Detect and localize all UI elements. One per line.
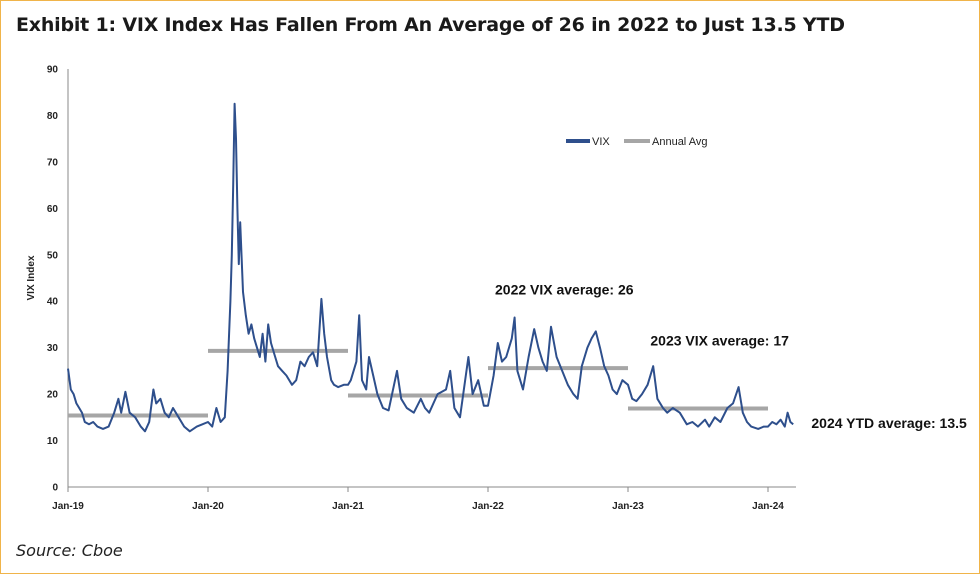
y-ticks: 0 10 20 30 40 50 60 70 80 90 [47, 65, 59, 494]
annotation-label: 2022 VIX average: 26 [495, 281, 634, 297]
y-tick-label: 80 [47, 111, 59, 122]
x-tick-label: Jan-24 [752, 501, 784, 512]
vix-series-line [67, 102, 794, 433]
x-tick-label: Jan-19 [52, 501, 84, 512]
y-tick-label: 40 [47, 297, 59, 308]
legend-vix-label: VIX [592, 136, 610, 148]
x-tick-label: Jan-23 [612, 501, 644, 512]
legend-avg-label: Annual Avg [652, 136, 707, 148]
y-axis-label: VIX Index [26, 255, 37, 300]
annotations: 2022 VIX average: 26 2023 VIX average: 17… [495, 281, 967, 431]
x-tick-label: Jan-22 [472, 501, 504, 512]
y-tick-label: 60 [47, 204, 59, 215]
annotation-label: 2023 VIX average: 17 [650, 332, 789, 348]
legend: VIX Annual Avg [566, 136, 707, 148]
y-tick-label: 20 [47, 390, 59, 401]
y-tick-label: 0 [52, 483, 58, 494]
y-tick-label: 70 [47, 157, 59, 168]
y-tick-label: 90 [47, 65, 59, 76]
chart-title: Exhibit 1: VIX Index Has Fallen From An … [16, 14, 845, 36]
x-tick-label: Jan-20 [192, 501, 224, 512]
y-tick-label: 50 [47, 250, 59, 261]
y-tick-label: 30 [47, 343, 59, 354]
x-tick-label: Jan-21 [332, 501, 364, 512]
annotation-label: 2024 YTD average: 13.5 [811, 415, 967, 431]
annual-avg-series [68, 348, 768, 418]
y-tick-label: 10 [47, 436, 59, 447]
source-note: Source: Cboe [16, 541, 123, 560]
x-ticks: Jan-19 Jan-20 Jan-21 Jan-22 Jan-23 Jan-24 [52, 487, 784, 512]
